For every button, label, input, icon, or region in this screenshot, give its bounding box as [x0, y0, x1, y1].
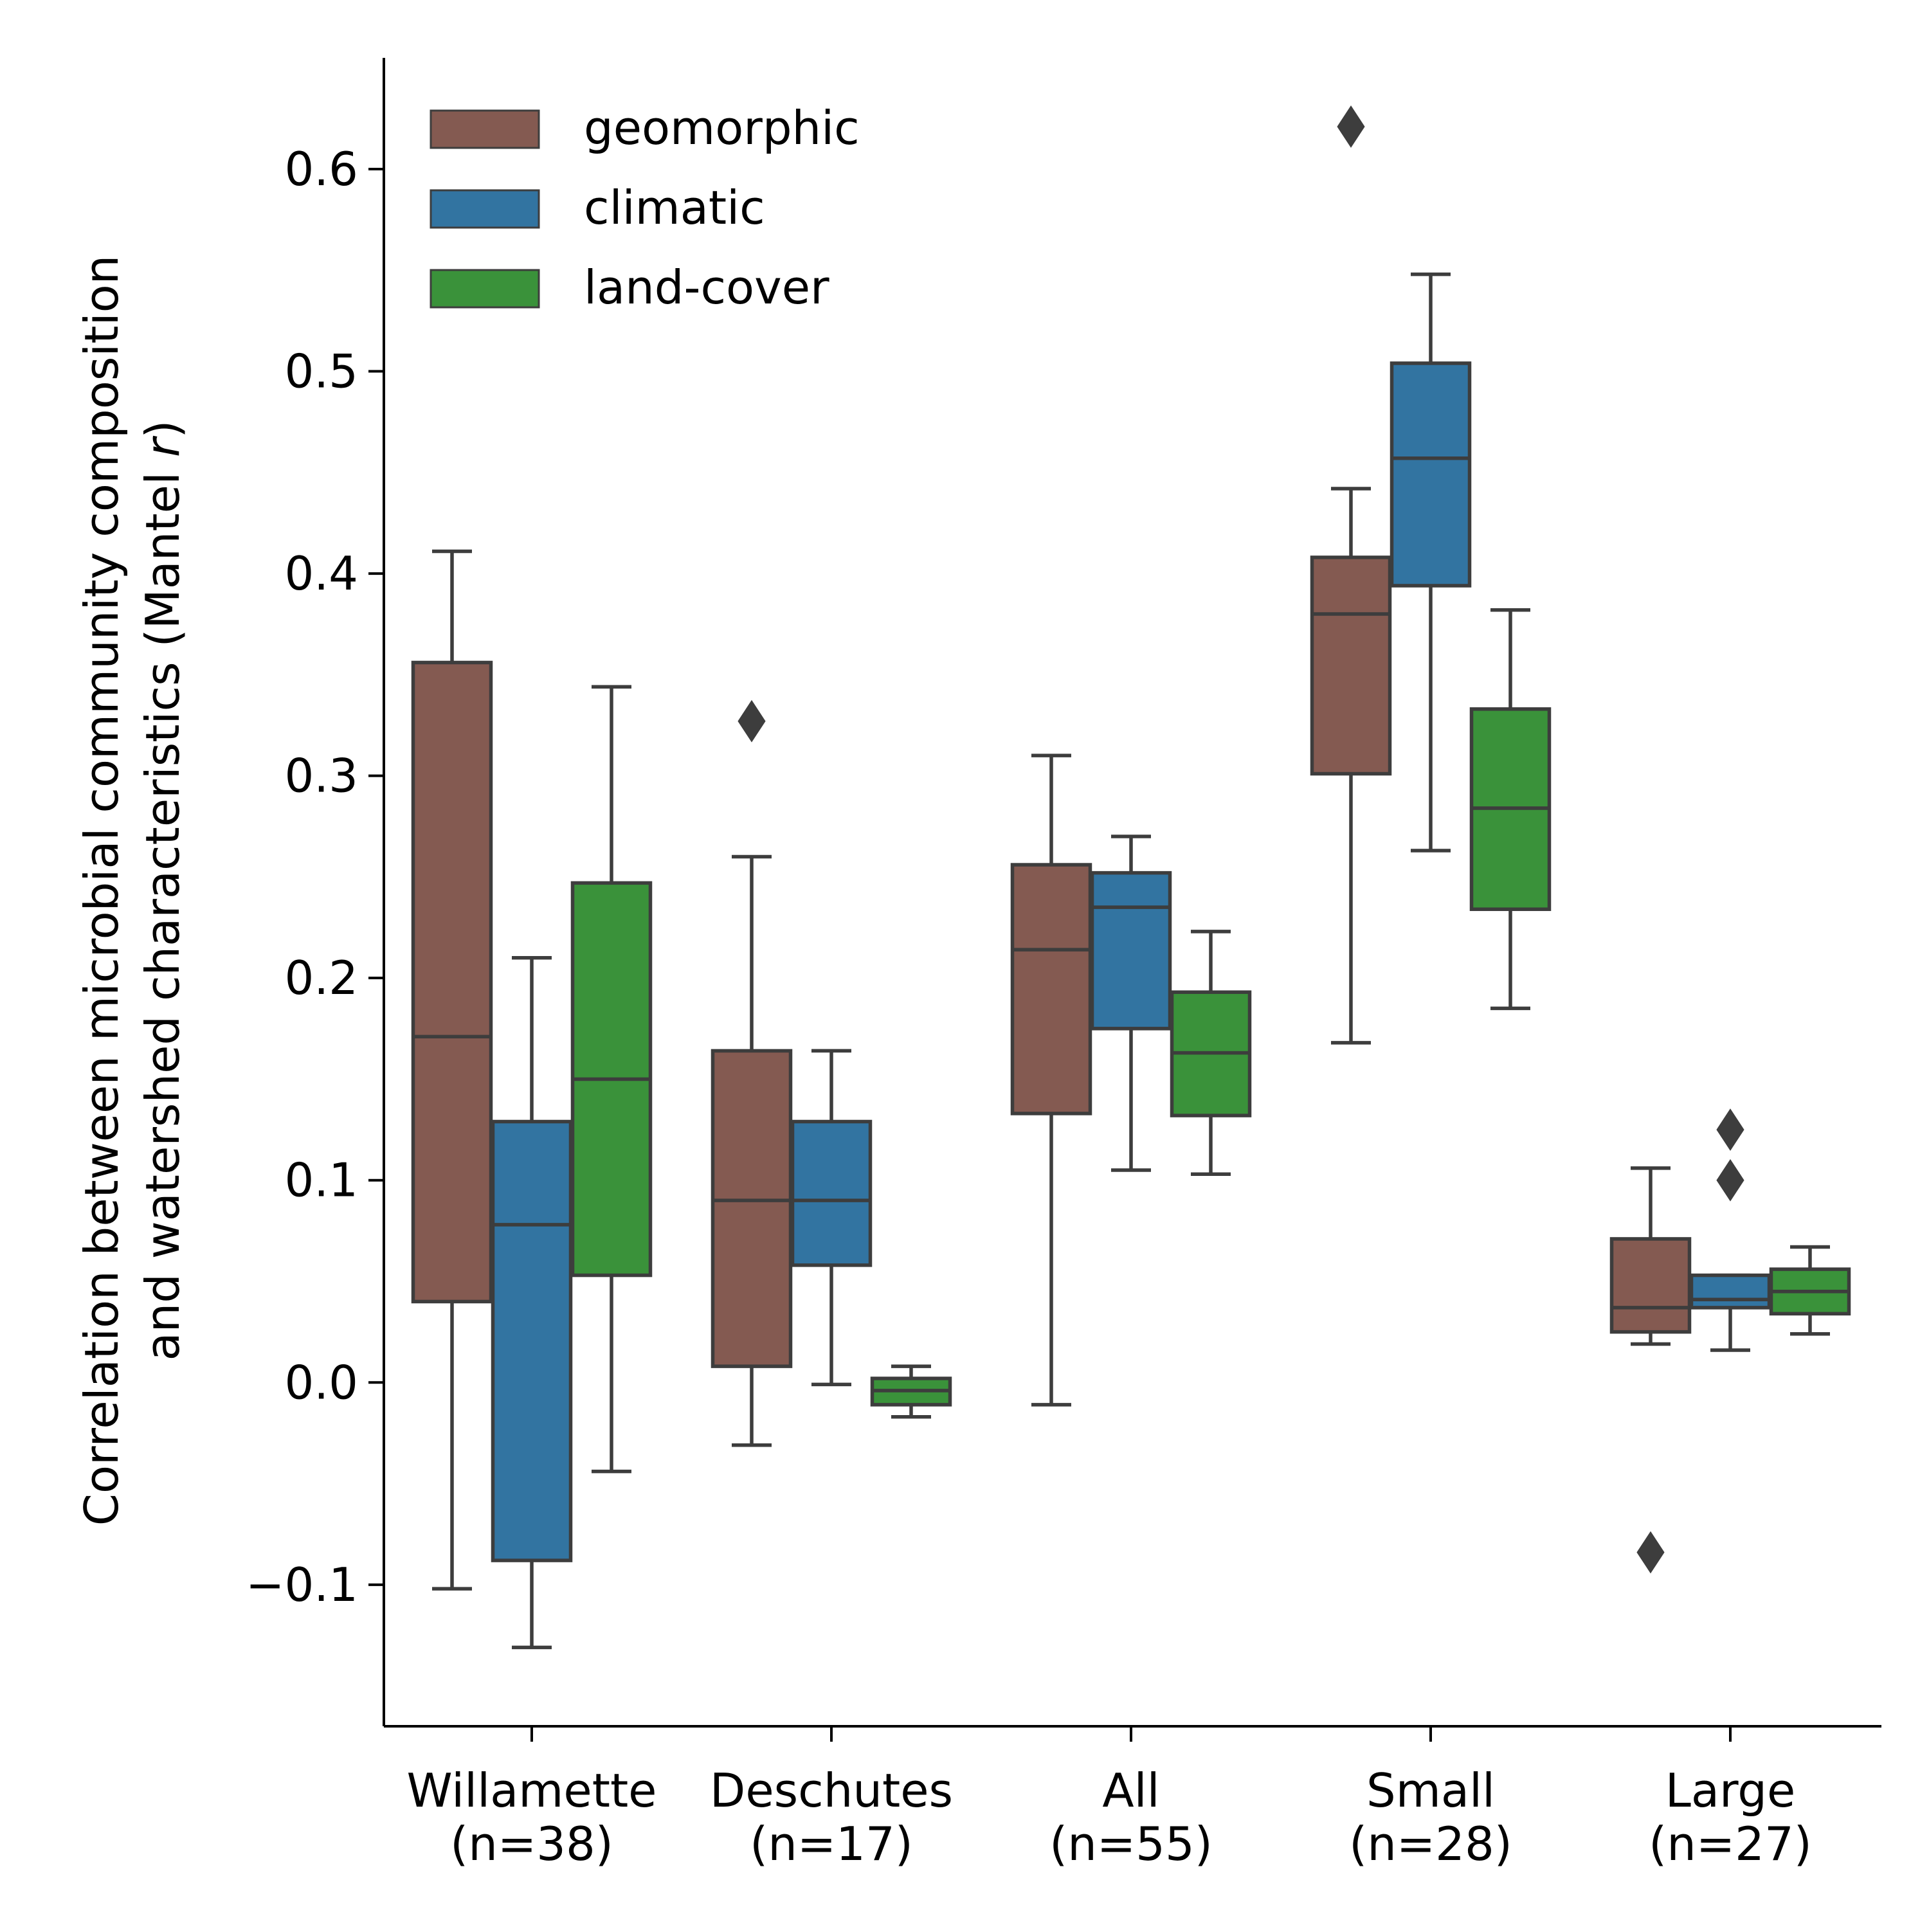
legend-item-land-cover: land-cover	[430, 260, 829, 314]
y-tick-label: 0.4	[284, 546, 358, 600]
boxes-layer	[411, 105, 1851, 1650]
y-tick-label: 0.6	[284, 142, 358, 196]
outlier-point	[1636, 1531, 1665, 1574]
legend-item-climatic: climatic	[430, 181, 765, 235]
box-geomorphic-small	[1310, 105, 1392, 1045]
y-tick-label: 0.2	[284, 951, 358, 1005]
outlier-point	[1716, 1159, 1744, 1202]
legend-swatch	[430, 269, 540, 309]
outlier-point	[738, 700, 766, 743]
box-climatic-all	[1090, 835, 1172, 1172]
box-iqr	[790, 1119, 873, 1267]
legend-label: land-cover	[584, 260, 829, 314]
y-tick-label: 0.0	[284, 1355, 358, 1409]
legend-label: climatic	[584, 181, 765, 235]
box-climatic-small	[1390, 272, 1472, 853]
box-iqr	[1310, 555, 1392, 776]
x-tick-label: Large	[1665, 1764, 1796, 1818]
outlier-point	[1716, 1108, 1744, 1151]
y-axis-label-line1: Correlation between microbial community …	[75, 255, 129, 1526]
y-axis-label: Correlation between microbial community …	[75, 255, 190, 1526]
box-climatic-willamette	[491, 955, 573, 1650]
y-tick-label: −0.1	[246, 1558, 358, 1612]
box-climatic-deschutes	[790, 1049, 873, 1387]
box-geomorphic-all	[1010, 754, 1092, 1407]
y-tick-label: 0.3	[284, 749, 358, 803]
y-axis-label-italic: r	[136, 435, 190, 457]
x-tick-count: (n=27)	[1649, 1817, 1812, 1871]
y-tick-label: 0.1	[284, 1153, 358, 1207]
box-iqr	[1010, 863, 1092, 1115]
box-geomorphic-deschutes	[711, 700, 793, 1447]
legend-label: geomorphic	[584, 101, 860, 155]
x-tick-label: Small	[1366, 1764, 1495, 1818]
box-iqr	[491, 1119, 573, 1562]
box-iqr	[1390, 361, 1472, 588]
legend-swatch	[430, 109, 540, 149]
x-tick-label: All	[1102, 1764, 1159, 1818]
box-iqr	[1689, 1273, 1771, 1310]
axes-layer: −0.1 0.0 0.1 0.2 0.3 0.4 0.5 0.6 Willamette(n=38…	[75, 58, 1881, 1871]
x-tick-count: (n=17)	[750, 1817, 913, 1871]
box-land-cover-all	[1170, 930, 1252, 1177]
box-iqr	[411, 660, 493, 1304]
box-climatic-large	[1689, 1108, 1771, 1352]
box-iqr	[1609, 1237, 1692, 1334]
box-land-cover-deschutes	[870, 1364, 952, 1419]
box-land-cover-large	[1769, 1245, 1851, 1336]
box-geomorphic-willamette	[411, 549, 493, 1591]
outlier-point	[1337, 105, 1365, 148]
legend-swatch	[430, 189, 540, 229]
x-tick-count: (n=28)	[1349, 1817, 1512, 1871]
box-iqr	[1090, 871, 1172, 1031]
x-tick-label: Deschutes	[710, 1764, 953, 1818]
x-tick-count: (n=38)	[450, 1817, 613, 1871]
legend-item-geomorphic: geomorphic	[430, 101, 860, 155]
box-land-cover-willamette	[570, 685, 653, 1474]
box-geomorphic-large	[1609, 1166, 1692, 1574]
y-axis-label-line2-suffix: )	[136, 420, 190, 438]
x-tick-count: (n=55)	[1049, 1817, 1213, 1871]
y-axis-label-line2-prefix: and watershed characteristics (Mantel	[136, 457, 190, 1360]
y-tick-label: 0.5	[284, 345, 358, 399]
box-land-cover-small	[1469, 608, 1552, 1011]
y-axis-label-line2: and watershed characteristics (Mantel r)	[136, 420, 190, 1360]
x-tick-label: Willamette	[407, 1764, 657, 1818]
legend: geomorphic climatic land-cover	[430, 101, 860, 314]
box-iqr	[711, 1049, 793, 1368]
